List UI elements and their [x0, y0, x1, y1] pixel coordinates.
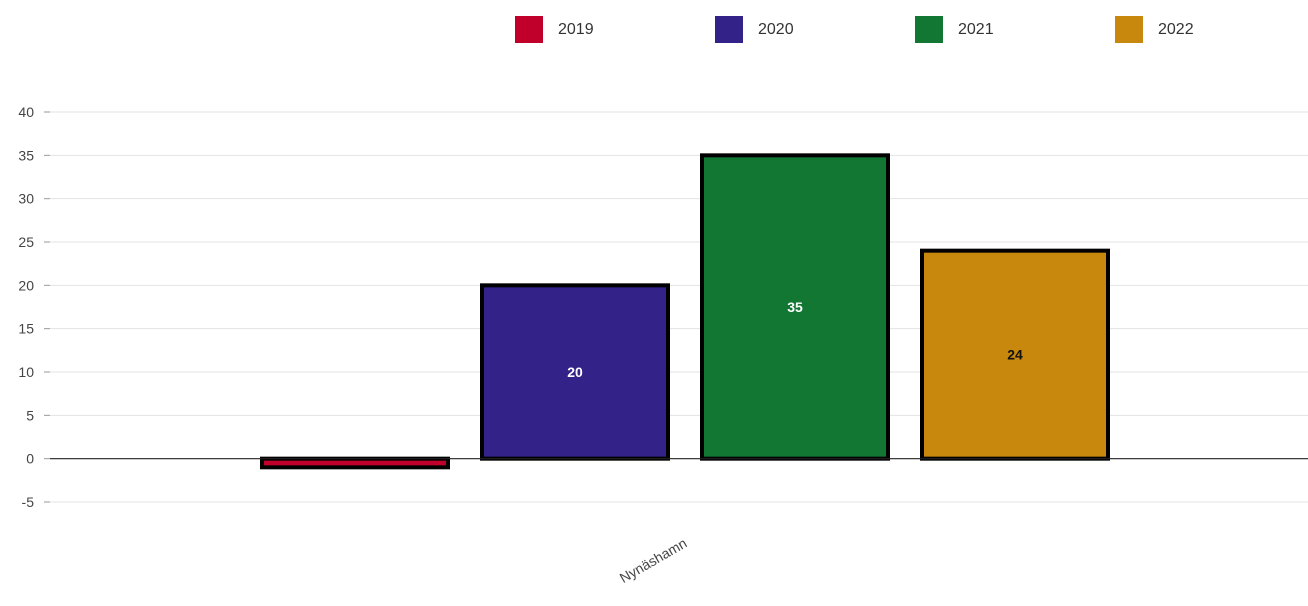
bar-2021: [700, 153, 890, 461]
legend-label-2021: 2021: [958, 21, 994, 38]
y-tick-label: 30: [18, 191, 34, 207]
y-tick-label: 20: [18, 277, 34, 293]
y-axis: 40 35 30 25 20 15 10 5 0 -5: [18, 104, 50, 510]
legend-swatch-2021: [915, 16, 943, 43]
data-label-2020: 20: [567, 364, 583, 380]
bars: 20 35 24: [260, 153, 1110, 470]
legend-swatch-2020: [715, 16, 743, 43]
x-category-label: Nynäshamn: [617, 535, 690, 586]
legend: 2019 2020 2021 2022: [515, 16, 1194, 43]
grid-lines: [50, 111, 1308, 503]
bar-2020: [480, 283, 670, 461]
legend-swatch-2019: [515, 16, 543, 43]
y-tick-label: 5: [26, 407, 34, 423]
y-tick-label: 10: [18, 364, 34, 380]
bar-2019: [260, 456, 450, 470]
legend-swatch-2022: [1115, 16, 1143, 43]
y-tick-label: 35: [18, 147, 34, 163]
legend-label-2022: 2022: [1158, 21, 1194, 38]
bar-2022: [920, 248, 1110, 461]
y-tick-label: -5: [22, 494, 35, 510]
y-tick-label: 40: [18, 104, 34, 120]
y-tick-label: 0: [26, 451, 34, 467]
legend-label-2020: 2020: [758, 21, 794, 38]
y-tick-label: 15: [18, 321, 34, 337]
x-axis: Nynäshamn: [617, 535, 690, 586]
y-tick-label: 25: [18, 234, 34, 250]
data-label-2022: 24: [1007, 347, 1023, 363]
data-label-2021: 35: [787, 299, 803, 315]
legend-label-2019: 2019: [558, 21, 594, 38]
